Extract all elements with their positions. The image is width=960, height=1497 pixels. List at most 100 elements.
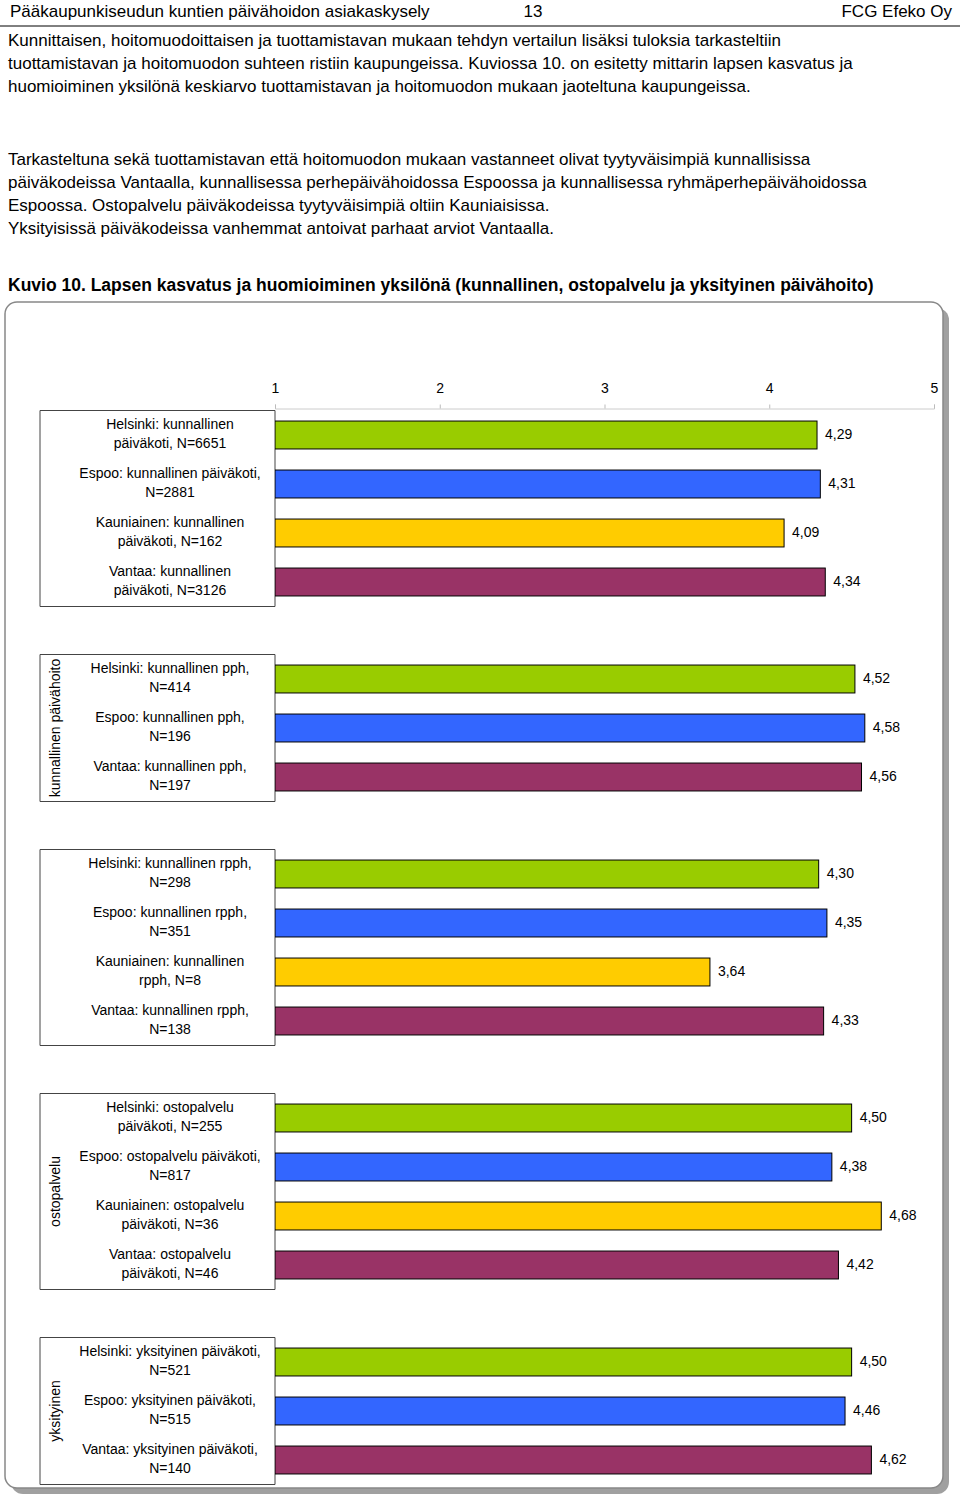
- category-label-line: N=414: [149, 679, 191, 695]
- category-label-line: Helsinki: yksityinen päiväkoti,: [79, 1343, 260, 1359]
- tick-label: 2: [436, 380, 444, 396]
- data-label: 4,42: [846, 1256, 873, 1272]
- category-label-line: Vantaa: yksityinen päiväkoti,: [82, 1441, 258, 1457]
- bar: [275, 519, 784, 547]
- category-label: Kauniainen: kunnallinenrpph, N=8: [96, 953, 245, 988]
- bars: [275, 421, 825, 596]
- category-label: Espoo: kunnallinen pph, N=196: [95, 709, 244, 744]
- axis-line: [276, 405, 935, 410]
- group-rule: [40, 1338, 41, 1485]
- group-rule: [40, 1484, 275, 1485]
- category-label-line: päiväkoti, N=46: [122, 1265, 219, 1281]
- category-label: Espoo: yksityinen päiväkoti, N=515: [84, 1392, 256, 1427]
- category-label-line: Espoo: yksityinen päiväkoti,: [84, 1392, 256, 1408]
- bar-group: [40, 1094, 275, 1290]
- category-label-line: Espoo: kunnallinen rpph,: [93, 904, 247, 920]
- tick: 1: [272, 380, 280, 409]
- category-label-line: päiväkoti, N=3126: [114, 582, 227, 598]
- page: Pääkaupunkiseudun kuntien päivähoidon as…: [0, 0, 960, 1497]
- category-label: Helsinki: kunnallinen pph, N=414: [91, 660, 250, 695]
- bar: [275, 421, 817, 449]
- category-label-line: N=140: [149, 1460, 191, 1476]
- category-label: Kauniainen: kunnallinenpäiväkoti, N=162: [96, 514, 245, 549]
- paragraph-line: Kunnittaisen, hoitomuodoittaisen ja tuot…: [8, 31, 781, 50]
- data-label: 4,50: [860, 1109, 887, 1125]
- category-label-line: N=2881: [145, 484, 195, 500]
- category-label: Helsinki: kunnallinen rpph,N=298: [88, 855, 251, 890]
- page-number: 13: [524, 2, 543, 21]
- bar: [275, 1104, 852, 1132]
- data-label: 4,38: [840, 1158, 867, 1174]
- data-label: 3,64: [718, 963, 745, 979]
- bars: [275, 860, 827, 1035]
- data-label: 4,50: [860, 1353, 887, 1369]
- bar: [275, 958, 710, 986]
- category-label-line: Kauniainen: ostopalvelu: [96, 1197, 245, 1213]
- category-label: Helsinki: ostopalvelupäiväkoti, N=255: [106, 1099, 234, 1134]
- tick-mark: [605, 405, 606, 409]
- tick-label: 1: [272, 380, 280, 396]
- data-label: 4,58: [873, 719, 900, 735]
- category-label: Vantaa: yksityinen päiväkoti, N=140: [82, 1441, 258, 1476]
- category-label-line: päiväkoti, N=162: [118, 533, 223, 549]
- tick-label: 3: [601, 380, 609, 396]
- data-label: 4,33: [832, 1012, 859, 1028]
- tick-mark: [769, 405, 770, 409]
- figure-caption: Kuvio 10. Lapsen kasvatus ja huomioimine…: [8, 275, 874, 295]
- category-label-line: Espoo: ostopalvelu päiväkoti,: [79, 1148, 260, 1164]
- category-label-line: päiväkoti, N=6651: [114, 435, 227, 451]
- group-label: ostopalvelu: [47, 1156, 63, 1227]
- category-label: Vantaa: kunnallinenpäiväkoti, N=3126: [109, 563, 231, 598]
- bar: [275, 1251, 838, 1279]
- category-label: Kauniainen: ostopalvelu päiväkoti, N=36: [96, 1197, 245, 1232]
- tick-label: 4: [766, 380, 774, 396]
- bar: [275, 1153, 832, 1181]
- category-label-line: N=138: [149, 1021, 191, 1037]
- category-label-line: päiväkoti, N=255: [118, 1118, 223, 1134]
- bar: [275, 665, 855, 693]
- bar-group: [40, 655, 275, 802]
- paragraph-line: tuottamistavan ja hoitomuodon suhteen ri…: [8, 54, 853, 73]
- category-label-line: N=298: [149, 874, 191, 890]
- x-axis: 1 2 3 4 5: [272, 380, 939, 410]
- category-label-line: päiväkoti, N=36: [122, 1216, 219, 1232]
- category-label-line: N=521: [149, 1362, 191, 1378]
- category-label: Espoo: kunnallinen päiväkoti,N=2881: [79, 465, 260, 500]
- category-label-line: N=351: [149, 923, 191, 939]
- data-label: 4,35: [835, 914, 862, 930]
- tick: 3: [601, 380, 609, 409]
- bar-group: [40, 850, 275, 1046]
- bar: [275, 860, 819, 888]
- category-label-line: Espoo: kunnallinen pph,: [95, 709, 244, 725]
- bar: [275, 470, 820, 498]
- category-label: Espoo: ostopalvelu päiväkoti,N=817: [79, 1148, 260, 1183]
- bar: [275, 1202, 881, 1230]
- category-label-line: N=196: [149, 728, 191, 744]
- data-label: 4,34: [833, 573, 860, 589]
- tick-mark: [440, 405, 441, 409]
- category-label-line: Vantaa: kunnallinen pph,: [93, 758, 246, 774]
- tick: 4: [766, 380, 774, 409]
- group-rule: [40, 1045, 275, 1046]
- group-rule: [40, 850, 41, 1046]
- category-label: Helsinki: kunnallinenpäiväkoti, N=6651: [106, 416, 234, 451]
- category-label: Helsinki: yksityinen päiväkoti, N=521: [79, 1343, 260, 1378]
- group-rule: [40, 655, 41, 802]
- tick-label: 5: [931, 380, 939, 396]
- bars: [275, 665, 865, 791]
- category-label-line: Kauniainen: kunnallinen: [96, 953, 245, 969]
- paragraph-line: Yksityisissä päiväkodeissa vanhemmat ant…: [8, 219, 554, 238]
- bars: [275, 1348, 871, 1474]
- category-label-line: N=515: [149, 1411, 191, 1427]
- data-label: 4,09: [792, 524, 819, 540]
- group-rule: [40, 606, 275, 607]
- group-rule: [40, 801, 275, 802]
- header-company: FCG Efeko Oy: [841, 2, 952, 21]
- category-label: Vantaa: kunnallinen pph,N=197: [93, 758, 246, 793]
- bar: [275, 1446, 871, 1474]
- data-label: 4,68: [889, 1207, 916, 1223]
- bar: [275, 909, 827, 937]
- category-label-line: Helsinki: kunnallinen pph,: [91, 660, 250, 676]
- header-rule: [0, 26, 960, 27]
- data-label: 4,56: [870, 768, 897, 784]
